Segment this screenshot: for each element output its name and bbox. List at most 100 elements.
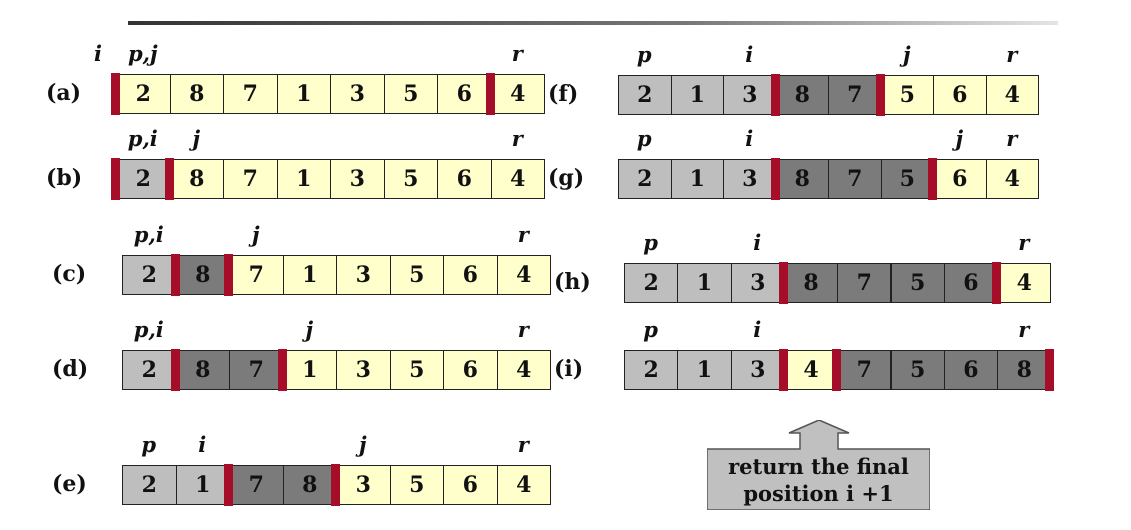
array-cell: 8	[169, 159, 224, 199]
partition-divider	[224, 254, 233, 296]
index-pointer: r	[517, 317, 529, 342]
array-cell: 1	[677, 263, 732, 303]
array-cell: 1	[677, 350, 732, 390]
array-cell: 8	[997, 350, 1052, 390]
array-cell: 6	[443, 465, 498, 505]
array-cell: 3	[336, 350, 391, 390]
array-cell: 7	[223, 159, 278, 199]
index-pointer: i	[753, 230, 762, 255]
index-pointer: j	[305, 317, 314, 342]
array-cell: 3	[330, 159, 385, 199]
array-cell: 8	[169, 74, 224, 114]
partition-divider	[485, 73, 495, 115]
row-label: (f)	[548, 81, 579, 107]
index-pointer: r	[517, 222, 529, 247]
array-cell: 5	[383, 74, 438, 114]
index-pointer: r	[517, 432, 529, 457]
array-cell: 1	[276, 74, 331, 114]
array-cell: 6	[933, 159, 987, 199]
index-pointer: p	[643, 230, 658, 255]
index-pointer: i	[753, 317, 762, 342]
index-pointer: p	[643, 317, 658, 342]
partition-divider	[331, 464, 340, 506]
array-cell: 1	[175, 465, 230, 505]
partition-divider	[164, 158, 174, 200]
index-pointer: p,j	[127, 41, 158, 66]
array-cell: 2	[116, 159, 171, 199]
row-label: (g)	[548, 165, 585, 191]
array-cell: 7	[229, 255, 284, 295]
partition-divider	[111, 73, 120, 115]
array-cell: 6	[943, 350, 999, 390]
array-cell: 4	[783, 350, 839, 390]
partition-divider	[111, 158, 120, 200]
array-cell: 6	[437, 74, 492, 114]
callout-line-2: position i +1	[743, 481, 894, 506]
row-label: (b)	[46, 165, 83, 191]
array-cell: 7	[837, 350, 892, 390]
index-pointer: j	[192, 126, 201, 151]
array-cell: 2	[618, 75, 672, 115]
row-label: (i)	[554, 356, 584, 382]
array-cell: 3	[723, 159, 777, 199]
index-pointer: j	[955, 126, 964, 151]
array-cell: 1	[670, 75, 724, 115]
partition-divider	[770, 158, 780, 200]
array-cell: 5	[890, 350, 945, 390]
array-cell: 2	[122, 350, 177, 390]
partition-divider	[277, 349, 287, 391]
array-cell: 7	[837, 263, 892, 303]
array-cell: 5	[389, 255, 444, 295]
array-cell: 6	[943, 263, 999, 303]
array-cell: 5	[389, 465, 444, 505]
row-label: (d)	[52, 356, 89, 382]
partition-divider	[170, 349, 180, 391]
array-cell: 8	[775, 159, 829, 199]
array-cell: 1	[282, 255, 337, 295]
index-pointer: r	[511, 41, 523, 66]
index-pointer: p,i	[133, 222, 164, 247]
array-cell: 3	[336, 255, 391, 295]
array-cell: 8	[783, 263, 839, 303]
array-cell: 2	[116, 74, 171, 114]
array-cell: 1	[282, 350, 337, 390]
index-pointer: r	[1006, 42, 1018, 67]
callout-text: return the final position i +1	[707, 453, 930, 507]
return-callout: return the final position i +1	[707, 420, 930, 510]
array-cell: 4	[997, 263, 1052, 303]
index-pointer: j	[902, 42, 911, 67]
array-cell: 3	[730, 263, 785, 303]
array-cell: 2	[122, 465, 177, 505]
array-cell: 2	[618, 159, 672, 199]
array-cell: 6	[437, 159, 492, 199]
array-cell: 7	[828, 159, 882, 199]
array-cell: 8	[175, 350, 230, 390]
index-pointer: j	[251, 222, 260, 247]
index-pointer: r	[1018, 317, 1030, 342]
partition-divider	[832, 349, 842, 391]
index-pointer: j	[358, 432, 367, 457]
array-cell: 7	[229, 465, 284, 505]
array-cell: 4	[490, 159, 545, 199]
array-cell: 4	[496, 255, 551, 295]
partition-divider	[992, 262, 1002, 304]
array-cell: 4	[985, 75, 1039, 115]
array-cell: 5	[880, 159, 934, 199]
array-cell: 4	[985, 159, 1039, 199]
array-cell: 3	[336, 465, 391, 505]
array-cell: 5	[890, 263, 945, 303]
partition-divider	[778, 262, 788, 304]
array-cell: 5	[389, 350, 444, 390]
array-cell: 4	[496, 465, 551, 505]
partition-divider	[875, 74, 885, 116]
partition-divider	[770, 74, 780, 116]
array-cell: 8	[282, 465, 337, 505]
partition-divider	[928, 158, 937, 200]
array-cell: 7	[828, 75, 882, 115]
index-pointer: i	[745, 126, 754, 151]
array-cell: 7	[223, 74, 278, 114]
header-rule	[128, 21, 1058, 25]
partition-divider	[1045, 349, 1055, 391]
partition-divider	[224, 464, 233, 506]
index-pointer: r	[1006, 126, 1018, 151]
